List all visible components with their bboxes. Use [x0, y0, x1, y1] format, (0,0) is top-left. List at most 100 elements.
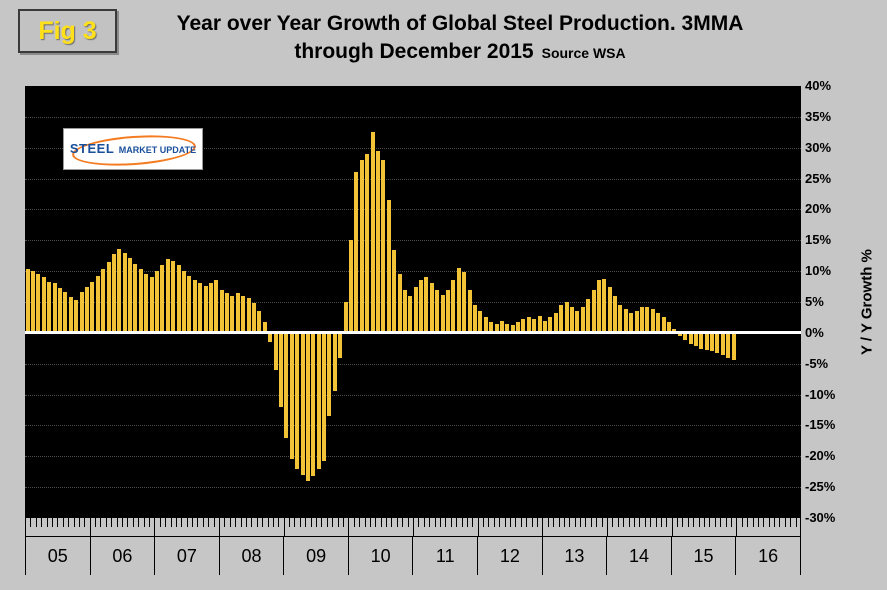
logo-text: STEEL MARKET UPDATE	[70, 140, 196, 158]
month-tick	[585, 518, 587, 527]
bar	[241, 295, 246, 333]
month-tick	[41, 518, 43, 527]
bar	[586, 298, 591, 333]
gridline	[25, 487, 801, 489]
year-boundary-tick	[348, 518, 350, 536]
bar	[532, 319, 537, 333]
month-tick	[132, 518, 134, 527]
year-label: 13	[541, 537, 607, 575]
month-tick	[563, 518, 565, 527]
gridline	[25, 178, 801, 180]
steel-market-update-logo: STEEL MARKET UPDATE	[63, 128, 203, 170]
month-tick	[78, 518, 80, 527]
bar	[397, 274, 402, 333]
month-tick	[520, 518, 522, 527]
month-tick	[466, 518, 468, 527]
month-tick	[51, 518, 53, 527]
y-tick-label: -25%	[805, 479, 836, 495]
month-tick	[450, 518, 452, 527]
bar	[381, 160, 386, 333]
bar	[677, 332, 682, 336]
month-tick	[122, 518, 123, 527]
plot-area: STEEL MARKET UPDATE	[25, 86, 801, 518]
month-tick	[192, 518, 194, 527]
bar	[408, 295, 413, 333]
month-tick	[62, 518, 64, 527]
month-tick	[391, 518, 393, 527]
month-tick	[623, 518, 625, 527]
year-label: 09	[283, 537, 348, 575]
bar	[187, 276, 192, 333]
month-tick	[175, 518, 177, 527]
month-tick	[617, 518, 619, 527]
year-label: 10	[347, 537, 413, 575]
bar	[138, 269, 143, 333]
year-boundary-tick	[219, 518, 220, 536]
bar	[214, 280, 219, 333]
y-tick-label: 15%	[805, 232, 832, 248]
bar	[413, 286, 418, 333]
bar	[710, 332, 715, 352]
bar	[144, 273, 149, 333]
bar	[435, 289, 440, 333]
month-tick	[267, 518, 269, 527]
month-tick	[68, 518, 70, 527]
year-label: 16	[735, 537, 801, 575]
month-tick	[224, 518, 226, 527]
year-boundary-tick	[283, 518, 285, 536]
year-boundary-tick	[413, 518, 414, 536]
bar	[268, 332, 273, 343]
bar	[219, 289, 224, 333]
month-tick	[202, 518, 204, 527]
y-tick-label: -15%	[805, 417, 836, 433]
bar	[90, 282, 95, 333]
month-tick	[100, 518, 102, 527]
gridline	[25, 456, 801, 458]
year-boundary-tick	[607, 518, 608, 536]
bar	[300, 332, 305, 475]
gridline	[25, 209, 801, 211]
month-tick	[369, 518, 371, 527]
month-tick	[289, 518, 291, 527]
month-tick	[655, 518, 657, 527]
month-tick	[687, 518, 689, 527]
y-tick-label: -30%	[805, 510, 836, 525]
bar	[74, 299, 79, 333]
gridline	[25, 116, 801, 118]
year-boundary-tick	[800, 518, 801, 536]
month-tick	[456, 518, 458, 527]
month-tick	[725, 518, 727, 527]
bar	[133, 263, 138, 333]
bar	[327, 332, 332, 417]
bar	[456, 268, 461, 333]
y-tick-label: 40%	[805, 78, 832, 93]
month-tick	[294, 518, 296, 527]
year-label: 11	[412, 537, 477, 575]
bar	[208, 283, 213, 333]
bar	[316, 332, 321, 469]
month-tick	[774, 518, 776, 527]
bar	[656, 313, 661, 333]
month-tick	[235, 518, 237, 527]
month-tick	[768, 518, 770, 527]
bar	[564, 302, 569, 333]
bar	[79, 292, 84, 333]
year-boundary-tick	[477, 518, 479, 536]
bar	[31, 271, 36, 333]
bar	[359, 160, 364, 333]
bar	[338, 332, 343, 358]
bar	[171, 261, 176, 333]
y-tick-label: 10%	[805, 263, 832, 279]
bar	[688, 332, 693, 344]
month-tick	[181, 518, 183, 527]
bar	[295, 332, 300, 469]
bar	[84, 287, 89, 333]
bar	[499, 320, 504, 333]
month-tick	[143, 518, 145, 527]
month-tick	[677, 518, 679, 527]
bar	[553, 313, 558, 333]
month-tick	[278, 518, 280, 527]
bar	[198, 283, 203, 333]
gridline	[25, 240, 801, 242]
month-tick	[262, 518, 264, 527]
